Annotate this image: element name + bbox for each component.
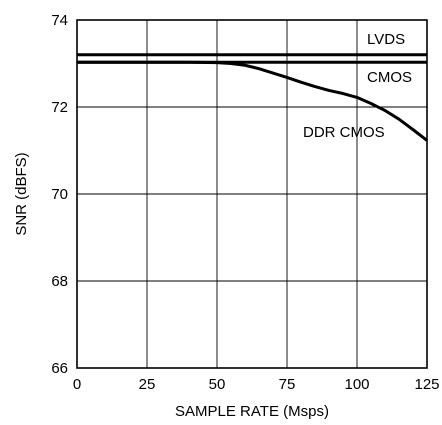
plot-frame bbox=[76, 19, 428, 369]
x-tick-label: 50 bbox=[209, 376, 226, 393]
tick-labels: 0 25 50 75 100 125 66 68 70 72 74 bbox=[51, 12, 439, 393]
series-label-lvds: LVDS bbox=[367, 31, 405, 48]
series-label-cmos: CMOS bbox=[367, 69, 412, 86]
y-tick-label: 68 bbox=[51, 273, 68, 290]
x-tick-label: 100 bbox=[344, 376, 369, 393]
x-axis-title: SAMPLE RATE (Msps) bbox=[175, 403, 329, 420]
y-tick-label: 72 bbox=[51, 99, 68, 116]
y-tick-label: 70 bbox=[51, 186, 68, 203]
x-tick-label: 75 bbox=[279, 376, 296, 393]
x-tick-label: 125 bbox=[414, 376, 439, 393]
y-tick-label: 74 bbox=[51, 12, 68, 29]
x-tick-label: 25 bbox=[139, 376, 156, 393]
series-label-ddr-cmos: DDR CMOS bbox=[303, 124, 385, 141]
y-axis-title: SNR (dBFS) bbox=[13, 152, 30, 235]
series-lines bbox=[77, 53, 428, 142]
x-tick-label: 0 bbox=[73, 376, 81, 393]
series-line-ddr-cmos bbox=[77, 60, 428, 142]
y-tick-label: 66 bbox=[51, 360, 68, 377]
